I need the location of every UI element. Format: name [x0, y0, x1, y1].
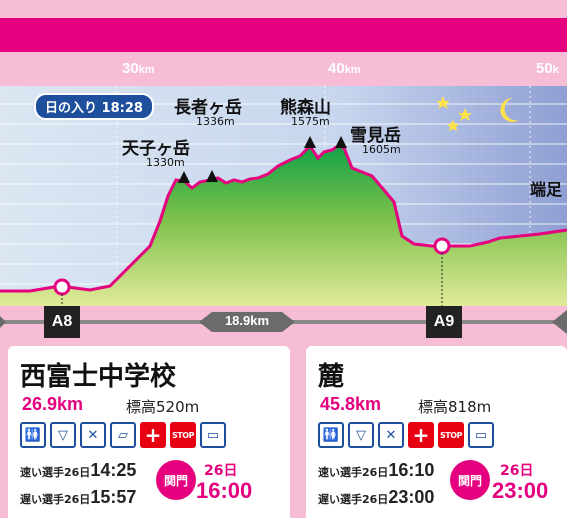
peak-elevation-choja: 1336m — [196, 115, 235, 128]
facility-icons: 🚻 ▽ ✕ ▱ + STOP ▭ — [20, 422, 226, 448]
food-icon: ✕ — [80, 422, 106, 448]
peak-markers — [178, 136, 347, 183]
road-arrow-left — [0, 316, 6, 328]
peak-elevation-kumamori: 1575m — [291, 115, 330, 128]
stars-icon — [436, 96, 472, 131]
aid-card-a8: 西富士中学校 26.9km 標高520m 🚻 ▽ ✕ ▱ + STOP ▭ 速い… — [8, 346, 290, 518]
water-icon: ▽ — [348, 422, 374, 448]
aid-name: 西富士中学校 — [20, 362, 177, 392]
peak-marker-yukimi — [335, 136, 347, 148]
aid-card-a9: 麓 45.8km 標高818m 🚻 ▽ ✕ + STOP ▭ 速い選手26日16… — [306, 346, 567, 518]
aid-name: 麓 — [318, 362, 345, 392]
km-mark-30: 30km — [122, 60, 155, 77]
km-mark-50: 50k — [536, 60, 559, 77]
closing-badge: 関門 — [156, 460, 196, 500]
first-aid-icon: + — [408, 422, 434, 448]
water-icon: ▽ — [50, 422, 76, 448]
fast-runner-row: 速い選手26日16:10 — [318, 460, 435, 480]
aid-distance: 26.9km — [22, 394, 84, 414]
sleeping-icon: ▱ — [110, 422, 136, 448]
peak-name-kumamori: 熊森山 — [280, 98, 331, 118]
peak-elevation-yukimi: 1605m — [362, 143, 401, 156]
segment-distance: 18.9km — [224, 313, 270, 328]
toilet-icon: 🚻 — [20, 422, 46, 448]
elevation-fill — [0, 146, 567, 306]
top-strip — [0, 0, 567, 18]
elevation-profile — [0, 86, 567, 306]
peak-name-choja: 長者ヶ岳 — [174, 98, 242, 118]
aid-marker-a9 — [433, 237, 451, 306]
toilet-icon: 🚻 — [318, 422, 344, 448]
bus-icon: ▭ — [468, 422, 494, 448]
bus-icon: ▭ — [200, 422, 226, 448]
stop-icon: STOP — [438, 422, 464, 448]
time-table: 速い選手26日16:10 遅い選手26日23:00 — [318, 458, 434, 512]
food-icon: ✕ — [378, 422, 404, 448]
aid-code-a8: A8 — [44, 306, 80, 338]
stop-icon: STOP — [170, 422, 196, 448]
slow-runner-row: 遅い選手26日23:00 — [318, 487, 435, 507]
km-mark-40: 40km — [328, 60, 361, 77]
course-header-bar — [0, 18, 567, 52]
slow-runner-row: 遅い選手26日15:57 — [20, 487, 137, 507]
peak-marker-tenshi — [178, 171, 190, 183]
peak-name-yukimi: 雪見岳 — [350, 126, 401, 146]
peak-marker-kumamori — [304, 136, 316, 148]
road-arrow-right — [552, 310, 567, 334]
closing-day: 26日 — [204, 463, 238, 479]
closing-time: 16:00 — [196, 478, 253, 503]
aid-elevation: 標高818m — [418, 398, 492, 416]
aid-distance: 45.8km — [320, 394, 382, 414]
facility-icons: 🚻 ▽ ✕ + STOP ▭ — [318, 422, 494, 448]
first-aid-icon: + — [140, 422, 166, 448]
km-scale — [0, 52, 567, 86]
peak-name-tenshi: 天子ヶ岳 — [122, 139, 190, 159]
aid-code-a9: A9 — [426, 306, 462, 338]
closing-badge: 関門 — [450, 460, 490, 500]
peak-marker-choja — [206, 170, 218, 182]
sunset-badge: 日の入り 18:28 — [34, 93, 154, 120]
aid-elevation: 標高520m — [126, 398, 200, 416]
peak-elevation-tenshi: 1330m — [146, 156, 185, 169]
fast-runner-row: 速い選手26日14:25 — [20, 460, 137, 480]
aid-marker-a8 — [53, 278, 71, 306]
right-edge-label: 端足 — [530, 180, 563, 199]
course-road — [0, 306, 567, 338]
closing-time: 23:00 — [492, 478, 549, 503]
closing-day: 26日 — [500, 463, 534, 479]
time-table: 速い選手26日14:25 遅い選手26日15:57 — [20, 458, 136, 512]
moon-icon — [500, 97, 519, 122]
segment-distance-arrow — [199, 312, 295, 332]
